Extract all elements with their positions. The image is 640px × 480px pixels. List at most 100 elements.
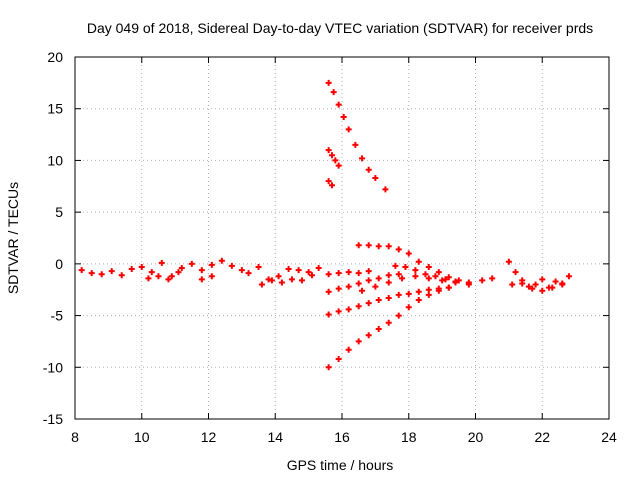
data-point: [355, 303, 362, 310]
data-point: [405, 304, 412, 311]
data-point: [359, 155, 366, 162]
series-baseline-early-low: [145, 269, 215, 283]
data-point: [88, 270, 95, 277]
data-point: [445, 274, 452, 281]
data-point: [395, 312, 402, 319]
data-point: [412, 267, 419, 274]
data-point: [372, 283, 379, 290]
data-point: [345, 269, 352, 276]
data-point: [395, 271, 402, 278]
series-second-branch: [392, 262, 459, 285]
data-point: [425, 286, 432, 293]
data-point: [258, 281, 265, 288]
y-tick-label: -15: [43, 411, 63, 427]
data-point: [365, 332, 372, 339]
data-point: [208, 273, 215, 280]
y-tick-label: 5: [55, 204, 63, 220]
data-point: [382, 186, 389, 193]
data-point: [158, 259, 165, 266]
series-late-cluster-low: [509, 280, 566, 294]
data-point: [532, 281, 539, 288]
data-point: [255, 263, 262, 270]
data-point: [365, 166, 372, 173]
data-point: [238, 267, 245, 274]
data-point: [325, 178, 332, 185]
data-point: [198, 267, 205, 274]
data-point: [128, 266, 135, 273]
data-point: [445, 284, 452, 291]
data-point: [509, 281, 516, 288]
data-point: [519, 280, 526, 287]
x-tick-label: 12: [201, 429, 217, 445]
x-tick-label: 10: [134, 429, 150, 445]
data-point: [325, 311, 332, 318]
data-point: [175, 269, 182, 276]
data-point: [335, 162, 342, 169]
data-point: [385, 294, 392, 301]
data-point: [208, 261, 215, 268]
data-point: [439, 277, 446, 284]
data-point: [148, 269, 155, 276]
y-tick-label: -10: [43, 359, 63, 375]
data-point: [385, 279, 392, 286]
data-point: [525, 283, 532, 290]
data-point: [529, 285, 536, 292]
data-point: [178, 264, 185, 271]
data-point: [415, 288, 422, 295]
data-point: [365, 300, 372, 307]
data-point: [565, 273, 572, 280]
data-point: [340, 113, 347, 120]
data-point: [402, 263, 409, 270]
data-point: [355, 338, 362, 345]
data-marks: [78, 79, 572, 371]
data-point: [375, 275, 382, 282]
data-point: [332, 157, 339, 164]
data-point: [425, 263, 432, 270]
data-point: [385, 319, 392, 326]
series-upper-branch: [355, 242, 472, 286]
data-point: [325, 147, 332, 154]
data-point: [442, 276, 449, 283]
data-point: [452, 279, 459, 286]
data-point: [372, 175, 379, 182]
data-point: [288, 276, 295, 283]
data-point: [425, 291, 432, 298]
data-point: [328, 152, 335, 159]
series-short-arc-b: [325, 178, 335, 189]
data-point: [285, 266, 292, 273]
data-point: [335, 101, 342, 108]
series-rising-arc: [325, 284, 452, 371]
data-point: [265, 276, 272, 283]
chart-title: Day 049 of 2018, Sidereal Day-to-day VTE…: [87, 20, 593, 36]
series-descending-arc: [325, 79, 389, 193]
data-point: [359, 287, 366, 294]
x-axis-label: GPS time / hours: [287, 457, 394, 473]
data-point: [138, 263, 145, 270]
data-point: [218, 257, 225, 264]
grid: [75, 57, 609, 419]
data-point: [395, 246, 402, 253]
x-tick-label: 18: [401, 429, 417, 445]
data-point: [315, 264, 322, 271]
data-point: [365, 242, 372, 249]
data-point: [395, 291, 402, 298]
x-tick-label: 16: [334, 429, 350, 445]
data-point: [345, 283, 352, 290]
data-point: [365, 268, 372, 275]
data-point: [228, 262, 235, 269]
data-point: [335, 308, 342, 315]
x-tick-label: 8: [71, 429, 79, 445]
data-point: [78, 267, 85, 274]
y-tick-label: 0: [55, 256, 63, 272]
data-point: [539, 287, 546, 294]
data-point: [325, 271, 332, 278]
data-point: [352, 141, 359, 148]
y-tick-label: -5: [51, 308, 64, 324]
data-point: [415, 258, 422, 265]
y-axis-label: SDTVAR / TECUs: [5, 182, 21, 294]
data-point: [455, 277, 462, 284]
x-tick-label: 20: [468, 429, 484, 445]
series-baseline-mid: [255, 263, 372, 283]
data-point: [399, 275, 406, 282]
series-fourth-branch: [325, 284, 452, 318]
